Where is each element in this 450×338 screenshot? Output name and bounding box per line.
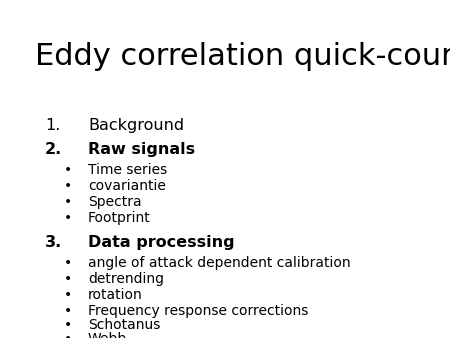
Text: covariantie: covariantie (88, 179, 166, 193)
Text: •: • (64, 163, 72, 177)
Text: Frequency response corrections: Frequency response corrections (88, 304, 308, 318)
Text: rotation: rotation (88, 288, 143, 302)
Text: •: • (64, 256, 72, 270)
Text: Raw signals: Raw signals (88, 142, 195, 157)
Text: Time series: Time series (88, 163, 167, 177)
Text: Footprint: Footprint (88, 211, 151, 225)
Text: •: • (64, 332, 72, 338)
Text: •: • (64, 211, 72, 225)
Text: •: • (64, 288, 72, 302)
Text: angle of attack dependent calibration: angle of attack dependent calibration (88, 256, 351, 270)
Text: Data processing: Data processing (88, 235, 234, 250)
Text: Spectra: Spectra (88, 195, 142, 209)
Text: •: • (64, 272, 72, 286)
Text: •: • (64, 318, 72, 332)
Text: 2.: 2. (45, 142, 62, 157)
Text: 3.: 3. (45, 235, 62, 250)
Text: Background: Background (88, 118, 184, 133)
Text: Webb: Webb (88, 332, 127, 338)
Text: •: • (64, 179, 72, 193)
Text: detrending: detrending (88, 272, 164, 286)
Text: •: • (64, 304, 72, 318)
Text: Eddy correlation quick-course: Eddy correlation quick-course (35, 42, 450, 71)
Text: •: • (64, 195, 72, 209)
Text: 1.: 1. (45, 118, 60, 133)
Text: Schotanus: Schotanus (88, 318, 160, 332)
